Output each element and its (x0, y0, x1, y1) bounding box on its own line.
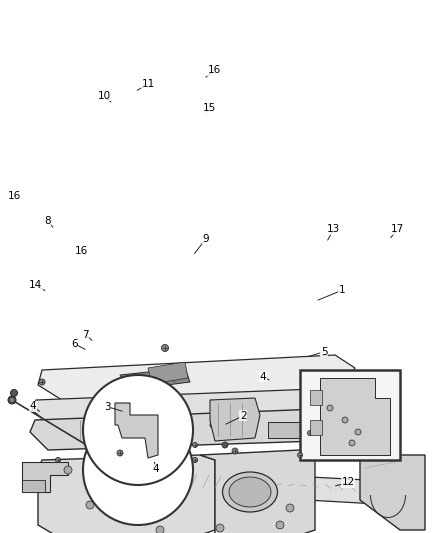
Circle shape (192, 442, 198, 448)
Circle shape (83, 415, 193, 525)
Circle shape (39, 379, 45, 385)
Polygon shape (128, 468, 148, 490)
Circle shape (171, 458, 179, 466)
Circle shape (312, 383, 318, 387)
Text: 4: 4 (259, 372, 266, 382)
Circle shape (355, 429, 361, 435)
Text: 14: 14 (29, 280, 42, 290)
Text: 6: 6 (71, 339, 78, 349)
Circle shape (156, 526, 164, 533)
Circle shape (342, 417, 348, 423)
Polygon shape (320, 378, 390, 455)
Polygon shape (210, 398, 260, 441)
Text: 5: 5 (321, 347, 328, 357)
Text: 1: 1 (338, 286, 345, 295)
Circle shape (349, 440, 355, 446)
Circle shape (95, 452, 101, 458)
Text: 4: 4 (29, 401, 36, 411)
Polygon shape (360, 455, 425, 530)
Ellipse shape (127, 419, 183, 437)
Ellipse shape (134, 422, 176, 434)
Circle shape (192, 457, 198, 463)
Circle shape (92, 438, 98, 442)
Circle shape (162, 344, 169, 351)
Text: 16: 16 (74, 246, 88, 255)
Text: 11: 11 (141, 79, 155, 89)
Text: 15: 15 (203, 103, 216, 112)
Text: 3: 3 (104, 402, 111, 411)
Polygon shape (32, 388, 360, 425)
Circle shape (83, 375, 193, 485)
Polygon shape (310, 390, 322, 405)
Circle shape (106, 427, 110, 432)
Text: 4: 4 (152, 464, 159, 474)
Text: 8: 8 (44, 216, 51, 226)
Circle shape (116, 434, 120, 438)
Text: 12: 12 (342, 478, 355, 487)
Polygon shape (148, 362, 188, 384)
Circle shape (297, 453, 303, 457)
Polygon shape (30, 408, 365, 450)
Circle shape (117, 450, 123, 456)
Ellipse shape (110, 480, 160, 516)
Polygon shape (310, 420, 322, 435)
Polygon shape (38, 455, 215, 533)
Circle shape (56, 457, 60, 463)
Ellipse shape (229, 477, 271, 507)
Circle shape (10, 398, 14, 402)
Ellipse shape (210, 418, 250, 432)
Text: 2: 2 (240, 411, 247, 421)
Circle shape (64, 466, 72, 474)
Circle shape (276, 521, 284, 529)
Polygon shape (22, 462, 68, 492)
Bar (268, 422, 323, 438)
Bar (300, 370, 400, 460)
Circle shape (11, 390, 18, 397)
Circle shape (327, 405, 333, 411)
Text: 16: 16 (208, 66, 221, 75)
Circle shape (8, 396, 16, 404)
Polygon shape (38, 355, 355, 400)
Polygon shape (392, 480, 413, 505)
Text: 10: 10 (98, 91, 111, 101)
Text: 16: 16 (7, 191, 21, 201)
Circle shape (307, 431, 312, 435)
Text: 9: 9 (202, 234, 209, 244)
Polygon shape (200, 450, 315, 533)
Polygon shape (120, 368, 190, 390)
Polygon shape (115, 403, 158, 458)
Circle shape (232, 448, 238, 454)
Text: 17: 17 (391, 224, 404, 234)
Text: 7: 7 (82, 330, 89, 340)
Circle shape (222, 442, 228, 448)
Ellipse shape (102, 474, 167, 522)
Polygon shape (22, 480, 45, 492)
Circle shape (86, 501, 94, 509)
Circle shape (216, 524, 224, 532)
Circle shape (286, 504, 294, 512)
Ellipse shape (223, 472, 278, 512)
Text: 13: 13 (327, 224, 340, 234)
Polygon shape (128, 468, 410, 505)
